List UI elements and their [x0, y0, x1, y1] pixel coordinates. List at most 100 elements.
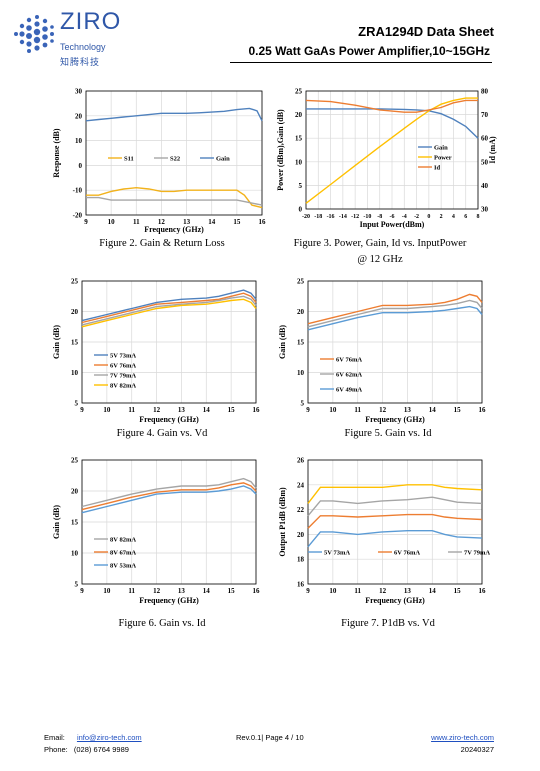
x-axis-label: Frequency (GHz) — [144, 225, 204, 234]
plot-frame — [307, 280, 483, 404]
y-tick-label: 25 — [295, 88, 303, 96]
y-right-tick-label: 60 — [481, 135, 489, 143]
x-tick-label: 10 — [103, 406, 111, 414]
plot-frame — [81, 459, 257, 585]
document-subtitle: 0.25 Watt GaAs Power Amplifier,10~15GHz — [248, 44, 490, 58]
x-tick-label: 15 — [454, 587, 462, 595]
x-tick-label: -12 — [351, 214, 359, 220]
x-tick-label: 12 — [158, 218, 166, 226]
legend-label: Gain — [216, 156, 230, 163]
x-tick-label: 11 — [133, 218, 140, 226]
legend-label: 6V 76mA — [394, 550, 420, 557]
y-tick-label: 10 — [297, 369, 305, 377]
y-tick-label: 15 — [71, 339, 79, 347]
x-tick-label: 13 — [178, 406, 186, 414]
legend-label: 6V 62mA — [336, 372, 362, 379]
series-line-gain — [306, 108, 479, 139]
x-tick-label: 9 — [306, 406, 310, 414]
x-tick-label: 13 — [404, 587, 412, 595]
x-tick-label: -10 — [363, 214, 371, 220]
caption-fig6: Figure 6. Gain vs. Id — [118, 618, 206, 629]
logo-dot-grid-icon — [14, 15, 54, 53]
y-tick-label: 15 — [71, 519, 79, 527]
legend-label: 8V 67mA — [110, 550, 136, 557]
plot-frame — [81, 280, 257, 404]
x-tick-label: -20 — [302, 214, 310, 220]
series-line-8v-82ma — [81, 477, 257, 508]
x-tick-label: 10 — [329, 406, 337, 414]
x-tick-label: 16 — [253, 587, 261, 595]
x-tick-label: 4 — [452, 214, 455, 220]
caption-fig7: Figure 7. P1dB vs. Vd — [341, 618, 435, 629]
plot-frame — [307, 459, 483, 585]
series-line-s22 — [86, 196, 263, 206]
legend-label: 7V 79mA — [464, 550, 490, 557]
x-tick-label: 16 — [253, 406, 261, 414]
logo-text: ZIRO — [60, 8, 122, 35]
x-tick-label: 10 — [108, 218, 116, 226]
footer-website-link[interactable]: www.ziro-tech.com — [431, 733, 494, 742]
legend-label: 8V 53mA — [110, 563, 136, 570]
x-tick-label: 13 — [404, 406, 412, 414]
series-line-gain — [85, 107, 263, 122]
x-tick-label: 11 — [354, 587, 361, 595]
x-tick-label: 9 — [306, 587, 310, 595]
x-tick-label: 16 — [479, 587, 487, 595]
y-tick-label: 25 — [297, 278, 305, 286]
x-tick-label: 10 — [103, 587, 111, 595]
chart-gain-vs-vd: 9 10 11 12 13 14 15 16 5 10 15 20 25 Frequency (GHz) G… — [52, 278, 261, 425]
x-tick-label: 12 — [379, 406, 387, 414]
footer-email-link[interactable]: info@ziro-tech.com — [76, 733, 142, 742]
footer-phone: (028) 6764 9989 — [73, 745, 129, 754]
x-tick-label: 11 — [128, 406, 135, 414]
legend-label: 6V 76mA — [336, 357, 362, 364]
legend-label: Power — [434, 155, 452, 162]
caption-fig4: Figure 4. Gain vs. Vd — [116, 428, 208, 439]
y-tick-label: 15 — [297, 339, 305, 347]
y-tick-label: 10 — [71, 369, 79, 377]
y-tick-label: 16 — [297, 581, 305, 589]
series-line-6v-76ma — [307, 513, 483, 529]
series-line-8v-67ma — [81, 482, 257, 511]
x-tick-label: 8 — [477, 214, 480, 220]
y-tick-label: 15 — [295, 135, 303, 143]
x-tick-label: 14 — [208, 218, 216, 226]
x-tick-label: 9 — [80, 587, 84, 595]
x-tick-label: -16 — [327, 214, 335, 220]
y-tick-label: 10 — [71, 550, 79, 558]
legend-label: S22 — [170, 156, 180, 163]
x-axis-label: Frequency (GHz) — [139, 415, 199, 424]
legend-label: 5V 73mA — [110, 353, 136, 360]
y-tick-label: 20 — [75, 112, 83, 120]
y-axis-label: Power (dBm),Gain (dB) — [276, 109, 285, 191]
x-tick-label: 11 — [128, 587, 135, 595]
y-tick-label: 10 — [295, 158, 303, 166]
y-axis-label: Output P1dB (dBm) — [278, 487, 287, 557]
x-tick-label: 13 — [178, 587, 186, 595]
y-tick-label: 20 — [297, 531, 305, 539]
series-line-id — [305, 99, 478, 113]
x-tick-label: 12 — [153, 587, 161, 595]
x-tick-label: 13 — [183, 218, 191, 226]
footer-date: 20240327 — [460, 745, 494, 754]
series-line-8v-53ma — [81, 485, 257, 514]
footer-email-row: Email: info@ziro-tech.com — [44, 733, 142, 742]
caption-fig3-condition: @ 12 GHz — [357, 254, 403, 265]
x-tick-label: 14 — [203, 406, 211, 414]
x-tick-label: 14 — [429, 587, 437, 595]
legend-label: Id — [434, 165, 441, 172]
series-line-8v-82ma — [307, 484, 483, 504]
y-tick-label: 22 — [297, 506, 305, 514]
y-tick-label: 20 — [297, 308, 305, 316]
y-tick-label: 30 — [75, 88, 83, 96]
series-line-5v-73ma — [81, 289, 257, 322]
y-tick-label: 5 — [75, 581, 79, 589]
y-right-axis-label: Id (mA) — [488, 136, 497, 164]
x-tick-label: 16 — [259, 218, 267, 226]
y-tick-label: 10 — [75, 137, 83, 145]
plot-frame — [85, 90, 263, 216]
y-tick-label: 26 — [297, 457, 305, 465]
series-line-5v-73ma — [307, 529, 483, 548]
y-axis-label: Gain (dB) — [52, 505, 61, 539]
y-right-tick-label: 80 — [481, 88, 489, 96]
